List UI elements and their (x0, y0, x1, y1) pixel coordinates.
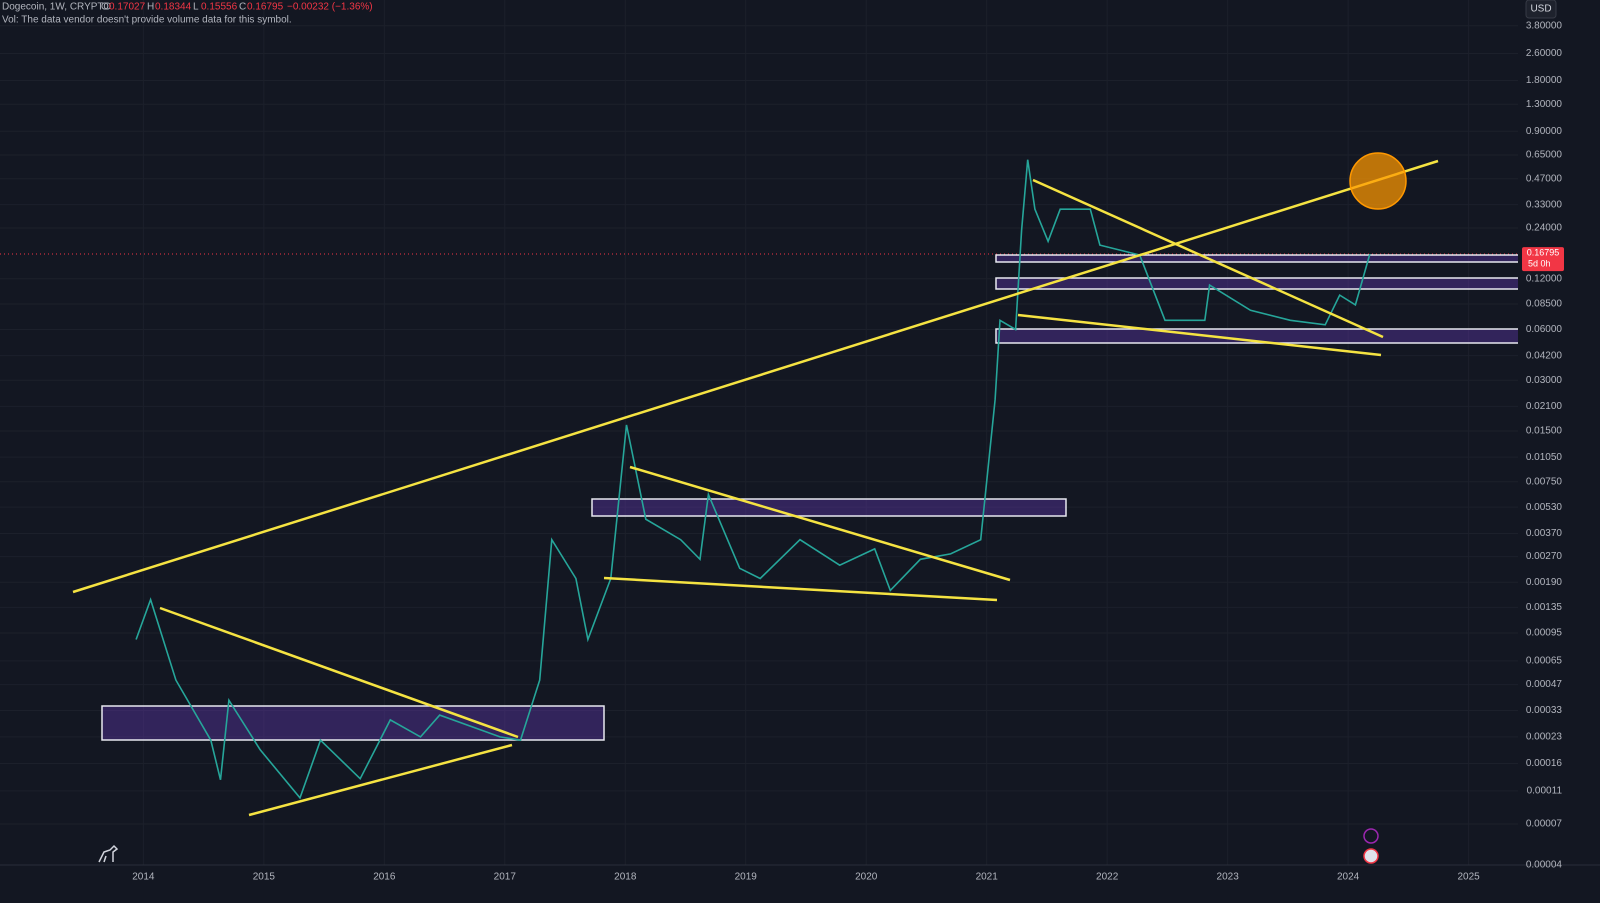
y-tick-label: 0.24000 (1526, 223, 1563, 234)
y-tick-label: 0.00023 (1526, 732, 1563, 743)
x-tick-label: 2020 (855, 872, 878, 883)
currency-button[interactable] (1525, 0, 1557, 19)
y-tick-label: 0.90000 (1526, 126, 1563, 137)
x-tick-label: 2017 (494, 872, 517, 883)
zone (101, 705, 605, 741)
series (135, 159, 1371, 800)
trendlines (72, 152, 1439, 817)
y-tick-label: 0.03000 (1526, 375, 1563, 386)
ohlc-key: L (193, 2, 199, 13)
x-tick-label: 2016 (373, 872, 396, 883)
y-tick-label: 3.80000 (1526, 20, 1563, 31)
ohlc-value: 0.18344 (155, 2, 192, 13)
y-tick-label: 1.30000 (1526, 99, 1563, 110)
y-tick-label: 0.47000 (1526, 173, 1563, 184)
ohlc: O 0.17027 H 0.18344 L 0.15556 C 0.16795 (101, 2, 284, 13)
price-axis (1518, 0, 1600, 903)
y-tick-label: 0.00270 (1526, 551, 1563, 562)
ohlc-value: 0.17027 (109, 2, 146, 13)
y-tick-label: 0.00016 (1526, 758, 1563, 769)
y-tick-label: 0.02100 (1526, 401, 1563, 412)
ohlc-key: H (147, 2, 154, 13)
axes: 3.80000 2.60000 1.80000 1.30000 0.90000 0.650… (132, 20, 1562, 882)
zone (995, 254, 1522, 263)
y-tick-label: 0.04200 (1526, 350, 1563, 361)
currency-label[interactable]: USD (1530, 4, 1551, 15)
trendline (603, 576, 998, 602)
x-tick-label: 2023 (1217, 872, 1240, 883)
y-tick-label: 0.00033 (1526, 705, 1563, 716)
header-change: −0.00232 (−1.36%) (287, 2, 373, 13)
logo (98, 844, 119, 863)
y-tick-label: 0.00135 (1526, 602, 1563, 613)
price-tag-countdown: 5d 0h (1528, 258, 1551, 268)
y-tick-label: 0.00530 (1526, 502, 1563, 513)
header-symbol: Dogecoin, 1W, CRYPTO (2, 2, 111, 13)
x-tick-label: 2024 (1337, 872, 1360, 883)
y-tick-label: 0.00065 (1526, 655, 1563, 666)
price-tag-box (1522, 247, 1564, 272)
y-tick-label: 0.00047 (1526, 679, 1563, 690)
trendline (1032, 178, 1384, 339)
x-tick-label: 2019 (735, 872, 758, 883)
zone (995, 277, 1522, 290)
y-tick-label: 0.00750 (1526, 476, 1563, 487)
volume-note: Vol: The data vendor doesn't provide vol… (2, 15, 292, 26)
trendline (629, 465, 1011, 582)
price-tag-price: 0.16795 (1527, 247, 1560, 257)
y-tick-label: 0.00011 (1527, 786, 1563, 797)
y-tick-label: 0.00095 (1526, 628, 1563, 639)
ohlc-key: O (101, 2, 109, 13)
x-tick-label: 2015 (253, 872, 276, 883)
y-tick-label: 0.00007 (1526, 819, 1563, 830)
grid (0, 0, 1518, 865)
x-tick-label: 2025 (1457, 872, 1480, 883)
zone (591, 498, 1067, 517)
y-tick-label: 0.33000 (1526, 199, 1563, 210)
x-tick-label: 2014 (132, 872, 155, 883)
event-icon[interactable] (1363, 828, 1379, 844)
y-tick-label: 0.00190 (1526, 577, 1563, 588)
y-tick-label: 2.60000 (1526, 48, 1563, 59)
ohlc-value: 0.16795 (247, 2, 284, 13)
y-tick-label: 0.00370 (1526, 528, 1563, 539)
y-tick-label: 0.12000 (1526, 273, 1563, 284)
drawings (101, 254, 1522, 741)
event-icon[interactable] (1363, 848, 1379, 864)
x-tick-label: 2022 (1096, 872, 1119, 883)
x-tick-label: 2018 (614, 872, 637, 883)
trendline (1017, 313, 1382, 357)
y-tick-label: 1.80000 (1526, 75, 1563, 86)
y-tick-label: 0.00004 (1526, 860, 1563, 871)
ohlc-key: C (239, 2, 246, 13)
y-tick-label: 0.01500 (1526, 426, 1563, 437)
ohlc-value: 0.15556 (201, 2, 238, 13)
x-tick-label: 2021 (976, 872, 999, 883)
price-line (135, 159, 1371, 800)
y-tick-label: 0.06000 (1526, 324, 1563, 335)
trendline (248, 743, 513, 817)
y-tick-label: 0.01050 (1526, 452, 1563, 463)
trendline (159, 606, 519, 739)
trendline (72, 159, 1439, 594)
y-tick-label: 0.65000 (1526, 150, 1563, 161)
target-circle (1349, 152, 1407, 210)
y-tick-label: 0.08500 (1526, 299, 1563, 310)
